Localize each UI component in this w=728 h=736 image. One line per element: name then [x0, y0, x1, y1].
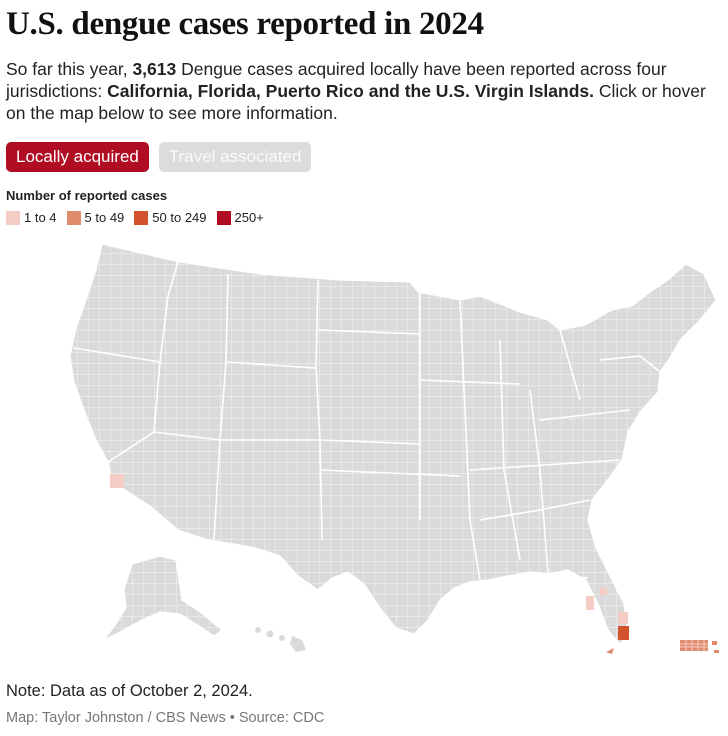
case-type-tabs: Locally acquired Travel associated: [6, 142, 312, 172]
county-florida-keys[interactable]: [606, 648, 614, 654]
intro-middle: Dengue cases acquired locally have been …: [6, 59, 667, 101]
legend-label: 1 to 4: [24, 210, 57, 225]
county-southern-california[interactable]: [110, 474, 124, 488]
legend-label: 50 to 249: [152, 210, 207, 225]
legend-item-5-to-49: 5 to 49: [66, 210, 125, 225]
legend-swatch: [66, 210, 81, 225]
legend: 1 to 4 5 to 49 50 to 249 250+: [6, 210, 264, 225]
alaska-land[interactable]: [103, 555, 223, 641]
legend-swatch: [216, 210, 231, 225]
intro-after: Click or hover on the map below to see m…: [6, 81, 706, 123]
intro-before: So far this year,: [6, 59, 133, 79]
legend-item-50-to-249: 50 to 249: [134, 210, 207, 225]
legend-swatch: [6, 210, 20, 225]
county-southeast-florida-2[interactable]: [618, 612, 628, 624]
source-credit: Map: Taylor Johnston / CBS News • Source…: [6, 710, 325, 726]
tab-locally-acquired[interactable]: Locally acquired: [6, 142, 149, 172]
highlighted-counties[interactable]: [110, 474, 629, 654]
legend-label: 250+: [234, 210, 264, 225]
hawaii-land[interactable]: [255, 627, 306, 652]
case-count: 3,613: [132, 59, 177, 79]
tab-travel-associated[interactable]: Travel associated: [158, 142, 312, 172]
state-borders: [73, 261, 661, 581]
intro-text: So far this year, 3,613 Dengue cases acq…: [6, 58, 722, 124]
puerto-rico-municipalities[interactable]: [680, 640, 719, 653]
county-southwest-florida[interactable]: [586, 596, 594, 610]
legend-label: 5 to 49: [84, 210, 125, 225]
legend-item-1-to-4: 1 to 4: [6, 210, 57, 225]
page-title: U.S. dengue cases reported in 2024: [6, 6, 484, 42]
county-southeast-florida[interactable]: [600, 588, 607, 595]
data-note: Note: Data as of October 2, 2024.: [6, 682, 253, 700]
legend-title: Number of reported cases: [6, 188, 168, 203]
legend-item-250-plus: 250+: [216, 210, 264, 225]
jurisdictions: California, Florida, Puerto Rico and the…: [107, 81, 594, 101]
contiguous-us-land[interactable]: [69, 243, 717, 645]
legend-swatch: [134, 210, 149, 225]
county-miami-dade[interactable]: [618, 626, 629, 640]
us-county-map[interactable]: [0, 236, 728, 660]
